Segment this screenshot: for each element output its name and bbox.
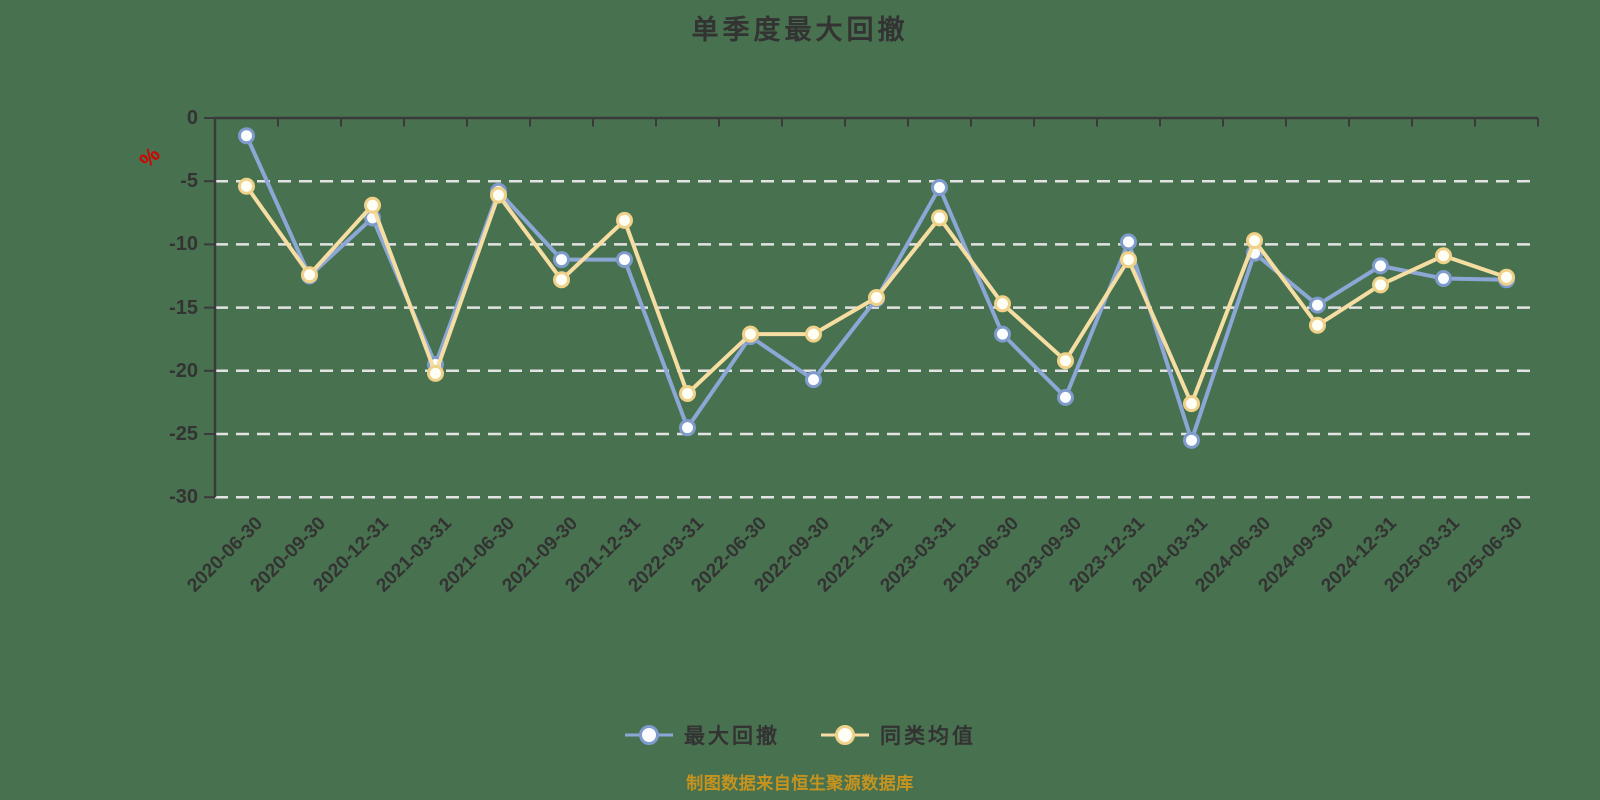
y-axis-label: -25 — [169, 423, 198, 445]
data-point-series-1[interactable] — [238, 177, 255, 195]
data-point-series-1[interactable] — [1120, 251, 1137, 269]
y-axis-label: -30 — [169, 486, 198, 509]
line-series-legend-icon — [821, 725, 869, 745]
data-point-series-0[interactable] — [1309, 296, 1326, 314]
y-axis-label: 0 — [186, 107, 198, 129]
data-point-series-1[interactable] — [805, 325, 822, 343]
data-point-series-1[interactable] — [616, 211, 633, 229]
data-point-series-0[interactable] — [1372, 257, 1389, 275]
data-source-note: 制图数据来自恒生聚源数据库 — [686, 774, 914, 793]
data-point-series-0[interactable] — [1183, 431, 1200, 449]
data-point-series-0[interactable] — [1057, 388, 1074, 406]
data-point-series-1[interactable] — [1309, 316, 1326, 334]
y-axis-label: -15 — [169, 296, 198, 319]
data-point-series-1[interactable] — [1183, 395, 1200, 413]
data-point-series-1[interactable] — [553, 271, 570, 289]
line-series-legend-icon — [625, 725, 673, 745]
data-point-series-1[interactable] — [427, 364, 444, 382]
data-point-series-1[interactable] — [364, 196, 381, 214]
data-point-series-1[interactable] — [1246, 232, 1263, 250]
data-point-series-1[interactable] — [931, 209, 948, 227]
data-point-series-1[interactable] — [1057, 352, 1074, 370]
y-axis-label: -5 — [180, 170, 198, 193]
data-point-series-0[interactable] — [994, 325, 1011, 343]
legend-item-max-drawdown[interactable]: 最大回撤 — [624, 720, 780, 750]
data-point-series-0[interactable] — [238, 127, 255, 145]
data-point-series-0[interactable] — [1120, 233, 1137, 251]
data-point-series-0[interactable] — [616, 251, 633, 269]
y-axis-label: -20 — [169, 359, 198, 382]
data-point-series-1[interactable] — [1435, 247, 1452, 265]
data-point-series-1[interactable] — [1372, 276, 1389, 294]
plot-svg — [204, 116, 1539, 499]
data-point-series-0[interactable] — [805, 371, 822, 389]
data-point-series-0[interactable] — [1435, 270, 1452, 288]
legend-label-max-drawdown: 最大回撤 — [684, 725, 780, 748]
legend-label-category-average: 同类均值 — [880, 725, 976, 748]
data-point-series-1[interactable] — [1498, 268, 1515, 286]
data-point-series-0[interactable] — [553, 251, 570, 269]
data-point-series-1[interactable] — [490, 186, 507, 204]
data-point-series-1[interactable] — [868, 288, 885, 306]
data-point-series-1[interactable] — [994, 295, 1011, 313]
legend: 最大回撤 同类均值 — [0, 720, 1600, 750]
legend-item-category-average[interactable]: 同类均值 — [820, 720, 976, 750]
data-point-series-0[interactable] — [679, 419, 696, 437]
data-point-series-1[interactable] — [679, 385, 696, 403]
data-point-series-0[interactable] — [931, 179, 948, 197]
data-point-series-1[interactable] — [742, 325, 759, 343]
data-point-series-1[interactable] — [301, 266, 318, 284]
y-axis-label: -10 — [169, 233, 198, 256]
chart-title: 单季度最大回撤 — [691, 15, 909, 45]
